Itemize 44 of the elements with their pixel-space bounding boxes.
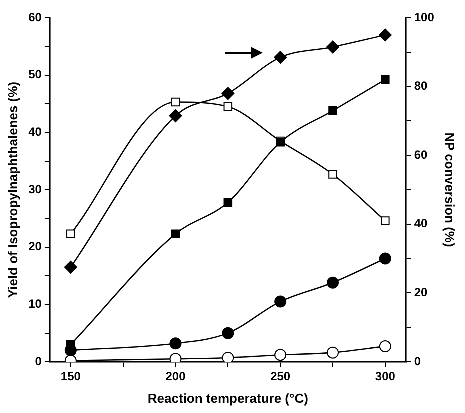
point (326, 40, 340, 54)
y2-tick-label: 60 (414, 148, 428, 162)
point (326, 346, 339, 359)
point (222, 327, 234, 340)
x-axis-title: Reaction temperature (°C) (148, 390, 308, 406)
point (381, 216, 390, 226)
y2-tick-label: 80 (414, 79, 428, 94)
x-tick-label: 250 (270, 370, 291, 384)
y2-axis-title: NP conversion (%) (442, 132, 458, 248)
point (381, 76, 390, 84)
point (328, 170, 338, 179)
x-tick-label: 150 (60, 370, 82, 384)
point (66, 230, 76, 239)
point (379, 340, 392, 353)
point (326, 276, 339, 289)
y-tick-label: 20 (28, 240, 42, 254)
point (378, 28, 392, 42)
y-tick-label: 10 (28, 296, 42, 311)
point (64, 260, 78, 274)
point (224, 102, 233, 112)
y-tick-label: 50 (28, 68, 42, 82)
point (274, 296, 287, 308)
y-tick-label: 60 (28, 10, 42, 24)
y-axis-title: Yield of Isopropylnaphthalenes (%) (5, 82, 20, 298)
y-tick-label: 40 (28, 124, 42, 139)
point (222, 87, 235, 100)
point (222, 352, 234, 362)
point (224, 198, 233, 208)
y-tick-label: 30 (28, 182, 42, 196)
point (328, 106, 338, 116)
y2-tick-label: 0 (414, 354, 422, 368)
point (274, 51, 288, 64)
point (379, 252, 392, 265)
point (171, 230, 180, 239)
x-tick-label: 200 (166, 370, 186, 384)
point (170, 338, 182, 350)
y2-tick-label: 40 (414, 216, 428, 231)
y-tick-label: 0 (35, 354, 42, 368)
point (169, 110, 182, 123)
x-tick-label: 300 (375, 370, 396, 384)
y2-tick-label: 100 (414, 10, 435, 24)
point (274, 349, 287, 362)
y2-tick-label: 20 (414, 286, 428, 300)
point (171, 98, 180, 107)
